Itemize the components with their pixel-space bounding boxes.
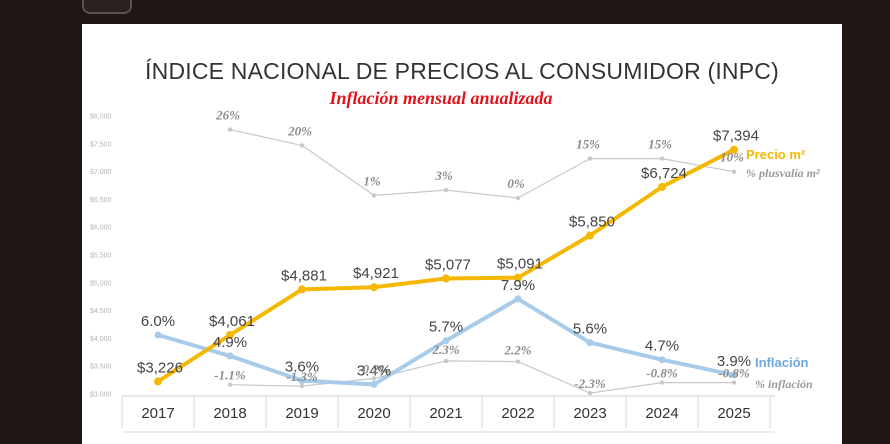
price-data-label: $5,077 xyxy=(425,257,471,274)
inflacion-diff-point xyxy=(659,380,665,385)
chart-subtitle: Inflación mensual anualizada xyxy=(329,88,553,108)
y-tick-label: $5,000 xyxy=(90,280,112,287)
inflacion-diff-point xyxy=(371,376,377,381)
price-data-label: $4,061 xyxy=(209,313,255,330)
inflacion-point xyxy=(370,380,378,388)
x-tick-label: 2017 xyxy=(141,405,174,422)
plusvalia-data-label: 1% xyxy=(363,173,381,188)
legend-inflacion: Inflación xyxy=(755,355,809,370)
inflacion-diff-line xyxy=(229,360,735,394)
price-point xyxy=(442,274,450,283)
inpc-chart: $8,000 $7,500 $7,000 $6,500 $6,000 $5,500 $5,0… xyxy=(90,108,820,433)
inflacion-diff-data-label: -2.3% xyxy=(574,376,606,391)
inflacion-diff-point xyxy=(731,380,737,385)
price-data-label: $6,724 xyxy=(641,165,687,182)
plusvalia-point xyxy=(443,187,449,193)
inflacion-data-label: 5.7% xyxy=(429,319,463,336)
inflacion-diff-data-label: 2.3% xyxy=(431,342,459,357)
price-point xyxy=(226,331,234,339)
inflacion-point xyxy=(442,337,450,345)
price-point xyxy=(154,377,162,386)
inflacion-point xyxy=(226,352,234,360)
plusvalia-point xyxy=(659,156,665,161)
plusvalia-point xyxy=(587,156,593,161)
inflacion-point xyxy=(154,331,162,339)
inflacion-diff-point xyxy=(227,382,233,387)
plusvalia-data-label: 3% xyxy=(434,168,453,183)
inflacion-diff-point xyxy=(587,390,593,396)
window-control xyxy=(82,0,132,14)
inflacion-data-label: 3.4% xyxy=(357,362,391,379)
inflacion-diff-data-label: -1.3% xyxy=(286,369,318,384)
legend-plusvalia: % plusvalía m² xyxy=(746,166,820,180)
price-data-label: $3,226 xyxy=(137,359,183,376)
inflacion-diff-point xyxy=(443,358,449,364)
price-data-label: $4,921 xyxy=(353,265,399,282)
inflacion-data-label: 3.6% xyxy=(285,359,319,376)
inflacion-data-label: 5.6% xyxy=(573,321,607,338)
x-tick-label: 2025 xyxy=(717,405,750,422)
y-tick-label: $8,000 xyxy=(90,114,112,121)
inflacion-diff-data-label: -0.8% xyxy=(718,366,750,381)
inflacion-diff-data-label: -0.2% xyxy=(358,361,390,376)
price-data-label: $4,881 xyxy=(281,267,327,284)
plusvalia-point xyxy=(227,127,233,132)
inflacion-diff-point xyxy=(299,383,305,389)
inflacion-data-label: 4.9% xyxy=(213,334,247,351)
legend-price: Precio m² xyxy=(746,147,806,162)
x-tick-label: 2021 xyxy=(429,405,462,422)
chart-title: ÍNDICE NACIONAL DE PRECIOS AL CONSUMIDOR… xyxy=(145,58,779,84)
chart-card xyxy=(82,24,842,444)
y-tick-label: $4,500 xyxy=(90,308,112,315)
inflacion-diff-data-label: 2.2% xyxy=(503,343,531,358)
y-tick-label: $7,000 xyxy=(90,169,112,176)
y-tick-label: $3,500 xyxy=(90,364,112,371)
y-tick-label: $4,000 xyxy=(90,336,112,343)
plusvalia-line xyxy=(229,129,735,199)
plusvalia-data-label: 10% xyxy=(720,150,744,165)
price-point xyxy=(370,283,378,292)
price-data-label: $5,850 xyxy=(569,214,615,231)
inflacion-diff-data-label: -1.1% xyxy=(214,368,246,383)
y-tick-label: $3,000 xyxy=(90,392,112,399)
inflacion-point xyxy=(514,295,522,303)
x-tick-label: 2019 xyxy=(285,405,318,422)
inflacion-diff-point xyxy=(515,359,521,364)
price-point xyxy=(658,182,666,191)
x-tick-label: 2023 xyxy=(573,405,606,422)
x-tick-label: 2024 xyxy=(645,405,678,422)
plusvalia-data-label: 15% xyxy=(576,137,600,152)
plusvalia-data-label: 0% xyxy=(507,176,525,191)
inflacion-point xyxy=(730,371,738,379)
price-data-label: $5,091 xyxy=(497,256,543,273)
price-point xyxy=(514,273,522,282)
inflacion-point xyxy=(298,377,306,385)
inflacion-data-label: 3.9% xyxy=(717,353,751,370)
x-tick-label: 2022 xyxy=(501,405,534,422)
x-tick-label: 2018 xyxy=(213,405,246,422)
plusvalia-point xyxy=(515,195,521,201)
price-point xyxy=(298,285,306,294)
price-point xyxy=(586,231,594,240)
inflacion-point xyxy=(586,339,594,347)
price-point xyxy=(730,145,738,154)
y-tick-label: $6,500 xyxy=(90,197,112,204)
plusvalia-point xyxy=(299,143,305,148)
inflacion-data-label: 4.7% xyxy=(645,338,679,355)
price-data-label: $7,394 xyxy=(713,128,759,145)
inflacion-data-label: 6.0% xyxy=(141,313,175,330)
y-tick-label: $6,000 xyxy=(90,225,112,232)
plusvalia-point xyxy=(371,193,377,198)
plusvalia-point xyxy=(731,169,737,174)
legend-inflacion-diff: % inflación xyxy=(755,377,813,391)
plusvalia-data-label: 15% xyxy=(648,137,672,152)
plusvalia-data-label: 26% xyxy=(215,108,240,123)
plusvalia-data-label: 20% xyxy=(287,123,312,138)
inflacion-data-label: 7.9% xyxy=(501,277,535,294)
x-tick-label: 2020 xyxy=(357,405,390,422)
y-tick-label: $5,500 xyxy=(90,253,112,260)
inflacion-diff-data-label: -0.8% xyxy=(646,366,678,381)
y-tick-label: $7,500 xyxy=(90,141,112,148)
inflacion-point xyxy=(658,356,666,364)
